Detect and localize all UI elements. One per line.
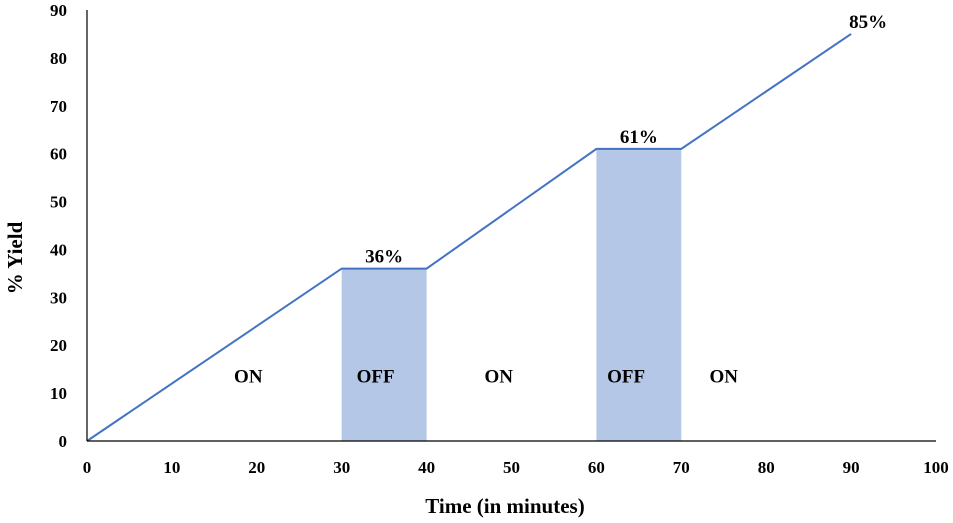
- x-tick-label: 20: [248, 458, 265, 477]
- off-region-1: [341, 268, 427, 441]
- y-tick-label: 80: [50, 49, 67, 68]
- series-line-1: [86, 33, 852, 442]
- y-tick-label: 20: [50, 336, 67, 355]
- annotation-label: ON: [710, 366, 739, 387]
- x-tick-label: 30: [333, 458, 350, 477]
- annotation-label: ON: [485, 366, 514, 387]
- y-tick-label: 40: [50, 240, 67, 259]
- x-tick-label: 10: [163, 458, 180, 477]
- annotation-label: ON: [234, 366, 263, 387]
- x-tick-label: 90: [843, 458, 860, 477]
- annotation-label: OFF: [357, 366, 395, 387]
- y-axis-title: % Yield: [3, 221, 27, 294]
- x-tick-label: 70: [673, 458, 690, 477]
- x-tick-label: 100: [923, 458, 949, 477]
- x-tick-label: 80: [758, 458, 775, 477]
- x-tick-labels: 0 10 20 30 40 50 60 70 80 90 100: [83, 458, 949, 477]
- x-axis-title: Time (in minutes): [425, 494, 584, 518]
- y-tick-label: 90: [50, 1, 67, 20]
- y-tick-label: 30: [50, 288, 67, 307]
- x-tick-label: 0: [83, 458, 92, 477]
- x-tick-label: 50: [503, 458, 520, 477]
- annotation-label: 61%: [620, 127, 658, 148]
- off-region-2: [596, 148, 682, 441]
- off-regions: [341, 148, 682, 441]
- series-lines: [86, 33, 852, 442]
- annotation-label: 36%: [365, 247, 403, 268]
- y-tick-label: 70: [50, 97, 67, 116]
- y-tick-label: 60: [50, 145, 67, 164]
- annotation-label: OFF: [607, 366, 645, 387]
- y-tick-label: 50: [50, 193, 67, 212]
- y-tick-label: 0: [59, 432, 68, 451]
- y-tick-labels: 0 10 20 30 40 50 60 70 80 90: [50, 1, 67, 451]
- annotations: 36% 61% 85% ON OFF ON OFF ON: [234, 12, 887, 387]
- annotation-label: 85%: [849, 12, 887, 33]
- x-tick-label: 40: [418, 458, 435, 477]
- y-tick-label: 10: [50, 384, 67, 403]
- x-tick-label: 60: [588, 458, 605, 477]
